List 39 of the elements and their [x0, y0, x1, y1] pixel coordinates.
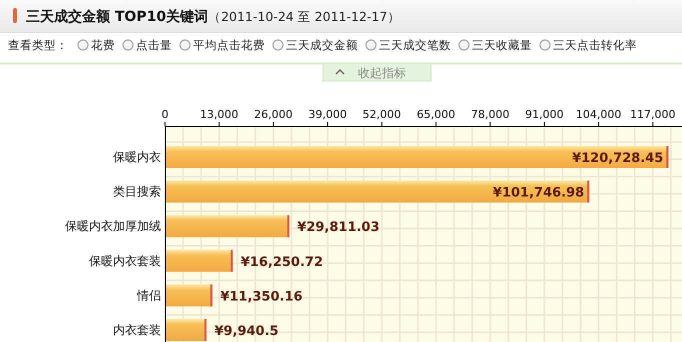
y-tick-label: 保暖内衣: [113, 150, 161, 164]
bar: [165, 146, 668, 168]
y-tick-label: 类目搜索: [113, 184, 161, 199]
text: 点击量: [136, 38, 172, 52]
bar: [165, 180, 590, 203]
data-label: ¥120,728.45: [572, 151, 664, 166]
text: 三天收藏量: [472, 38, 532, 52]
chart-title: 三天成交金额 TOP10关键词: [26, 8, 208, 25]
text: 三天成交笔数: [379, 38, 451, 52]
y-tick-label: 保暖内衣套装: [89, 254, 161, 268]
data-label: ¥29,811.03: [297, 220, 380, 236]
x-tick-label: 104,000: [576, 108, 622, 121]
y-tick-label: 情侣: [136, 288, 161, 302]
x-tick-label: 39,000: [308, 108, 347, 121]
text: 三天成交金额: [286, 38, 358, 52]
text: 花费: [91, 38, 115, 52]
y-tick-label: 保暖内衣加厚加绒: [65, 219, 161, 234]
data-label: ¥11,350.16: [220, 289, 303, 304]
x-tick-label: 0: [162, 108, 168, 121]
x-tick-label: 13,000: [200, 108, 238, 121]
bar: [165, 319, 206, 341]
chart-subtitle: （2011-10-24 至 2011-12-17）: [208, 9, 400, 24]
x-tick-label: 91,000: [525, 108, 564, 121]
data-label: ¥9,940.5: [214, 324, 279, 339]
x-tick-label: 65,000: [416, 108, 456, 121]
bar: [165, 284, 212, 306]
x-tick-label: 78,000: [470, 108, 510, 121]
text: 查看类型：: [8, 38, 68, 52]
text: 平均点击花费: [193, 38, 265, 52]
data-label: ¥101,746.98: [492, 186, 584, 201]
text: 三天点击转化率: [553, 38, 637, 52]
x-tick-label: 26,000: [254, 108, 293, 121]
x-tick-label: 117,000: [630, 108, 676, 121]
text: 收起指标: [358, 66, 406, 80]
x-tick-label: 52,000: [362, 108, 402, 121]
bar: [165, 215, 290, 238]
bar: [165, 250, 233, 272]
y-tick-label: 内衣套装: [113, 323, 161, 337]
data-label: ¥16,250.72: [240, 254, 324, 270]
